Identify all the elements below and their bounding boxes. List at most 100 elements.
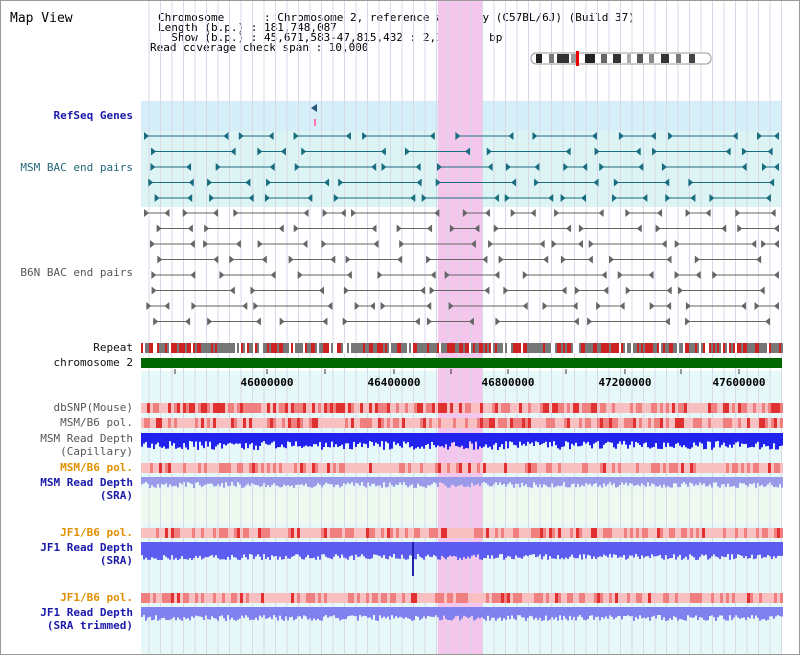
polymorphism-cell	[678, 593, 681, 603]
polymorphism-cell	[210, 463, 213, 473]
b6n-bac-end-icon	[144, 209, 150, 217]
b6n-bac-end-icon	[430, 271, 436, 279]
polymorphism-cell	[777, 403, 780, 413]
track-label-msm-bac[interactable]: MSM BAC end pairs	[20, 161, 133, 174]
msm-sra-depth-bar	[329, 477, 331, 485]
repeat-segment	[241, 343, 243, 353]
polymorphism-cell	[633, 403, 636, 413]
jf1-sra-depth-bar	[215, 542, 217, 556]
polymorphism-cell	[435, 418, 438, 428]
polymorphism-cell	[576, 418, 579, 428]
jf1-sra-depth-bar	[219, 542, 221, 560]
polymorphism-cell	[372, 403, 375, 413]
msm-sra-depth-bar	[629, 477, 631, 484]
polymorphism-cell	[630, 463, 633, 473]
polymorphism-cell	[486, 418, 489, 428]
jf1-trim-depth-bar	[265, 607, 267, 619]
polymorphism-cell	[702, 418, 705, 428]
msm-capillary-depth-bar	[439, 433, 441, 447]
jf1-trim-depth-bar	[447, 607, 449, 621]
polymorphism-cell	[327, 528, 330, 538]
msm-capillary-depth-bar	[385, 433, 387, 442]
msm-sra-depth-bar	[187, 477, 189, 483]
repeat-segment	[223, 343, 225, 353]
msm-capillary-depth-bar	[695, 433, 697, 446]
polymorphism-cell	[543, 418, 546, 428]
jf1-sra-depth-bar	[163, 542, 165, 556]
repeat-segment	[599, 343, 601, 353]
polymorphism-cell	[777, 463, 780, 473]
polymorphism-cell	[663, 418, 666, 428]
msm-capillary-depth-bar	[709, 433, 711, 442]
polymorphism-cell	[174, 403, 177, 413]
msm-sra-depth-bar	[657, 477, 659, 487]
repeat-segment	[271, 343, 273, 353]
polymorphism-cell	[306, 463, 309, 473]
polymorphism-cell	[612, 418, 615, 428]
polymorphism-cell	[273, 403, 276, 413]
track-label-refseq[interactable]: RefSeq Genes	[53, 109, 133, 122]
polymorphism-cell	[306, 593, 309, 603]
jf1-trim-depth-bar	[659, 607, 661, 616]
jf1-sra-depth-bar	[667, 542, 669, 560]
polymorphism-cell	[279, 418, 282, 428]
jf1-trim-depth-bar	[339, 607, 341, 621]
msm-sra-depth-bar	[471, 477, 473, 483]
msm-capillary-depth-bar	[355, 433, 357, 448]
msm-sra-depth-bar	[313, 477, 315, 487]
b6n-bac-end-icon	[345, 255, 351, 264]
polymorphism-cell	[243, 593, 246, 603]
jf1-sra-depth-bar	[575, 542, 577, 559]
msm-sra-depth-bar	[307, 477, 309, 487]
polymorphism-cell	[690, 528, 693, 538]
jf1-sra-depth-bar	[183, 542, 185, 559]
repeat-segment	[563, 343, 565, 353]
polymorphism-cell	[279, 463, 282, 473]
msm-sra-depth-bar	[287, 477, 289, 485]
msm-sra-depth-bar	[717, 477, 719, 487]
polymorphism-cell	[690, 463, 693, 473]
msm-sra-depth-bar	[337, 477, 339, 485]
polymorphism-cell	[378, 463, 381, 473]
polymorphism-cell	[258, 528, 261, 538]
repeat-segment	[509, 343, 511, 353]
repeat-segment	[527, 343, 529, 353]
msm-sra-depth-bar	[665, 477, 667, 488]
msm-capillary-depth-bar	[397, 433, 399, 444]
polymorphism-cell	[591, 528, 594, 538]
jf1-trim-depth-bar	[761, 607, 763, 620]
polymorphism-cell	[411, 528, 414, 538]
jf1-sra-depth-bar	[699, 542, 701, 557]
polymorphism-cell	[201, 593, 204, 603]
polymorphism-cell	[513, 418, 516, 428]
polymorphism-cell	[225, 528, 228, 538]
b6n-bac-end-icon	[754, 302, 760, 310]
polymorphism-cell	[645, 528, 648, 538]
jf1-trim-depth-bar	[427, 607, 429, 616]
b6n-bac-end-icon	[229, 255, 235, 264]
polymorphism-cell	[162, 593, 165, 603]
jf1-trim-depth-bar	[249, 607, 251, 621]
msm-capillary-depth-bar	[143, 433, 145, 444]
polymorphism-cell	[684, 418, 687, 428]
msm-capillary-depth-bar	[575, 433, 577, 443]
b6n-bac-end-icon	[322, 317, 328, 326]
track-label-b6n-bac[interactable]: B6N BAC end pairs	[20, 266, 133, 279]
msm-sra-depth-bar	[143, 477, 145, 484]
polymorphism-cell	[723, 463, 726, 473]
msm-sra-depth-bar	[371, 477, 373, 485]
polymorphism-cell	[447, 403, 450, 413]
repeat-segment	[533, 343, 535, 353]
polymorphism-cell	[159, 463, 162, 473]
jf1-trim-depth-bar	[589, 607, 591, 616]
polymorphism-cell	[231, 528, 234, 538]
jf1-trim-depth-bar	[173, 607, 175, 618]
polymorphism-cell	[582, 593, 585, 603]
polymorphism-cell	[675, 593, 678, 603]
msm-sra-depth-bar	[341, 477, 343, 487]
msm-capillary-depth-bar	[167, 433, 169, 449]
polymorphism-cell	[291, 593, 294, 603]
polymorphism-cell	[438, 463, 441, 473]
polymorphism-cell	[225, 403, 228, 413]
